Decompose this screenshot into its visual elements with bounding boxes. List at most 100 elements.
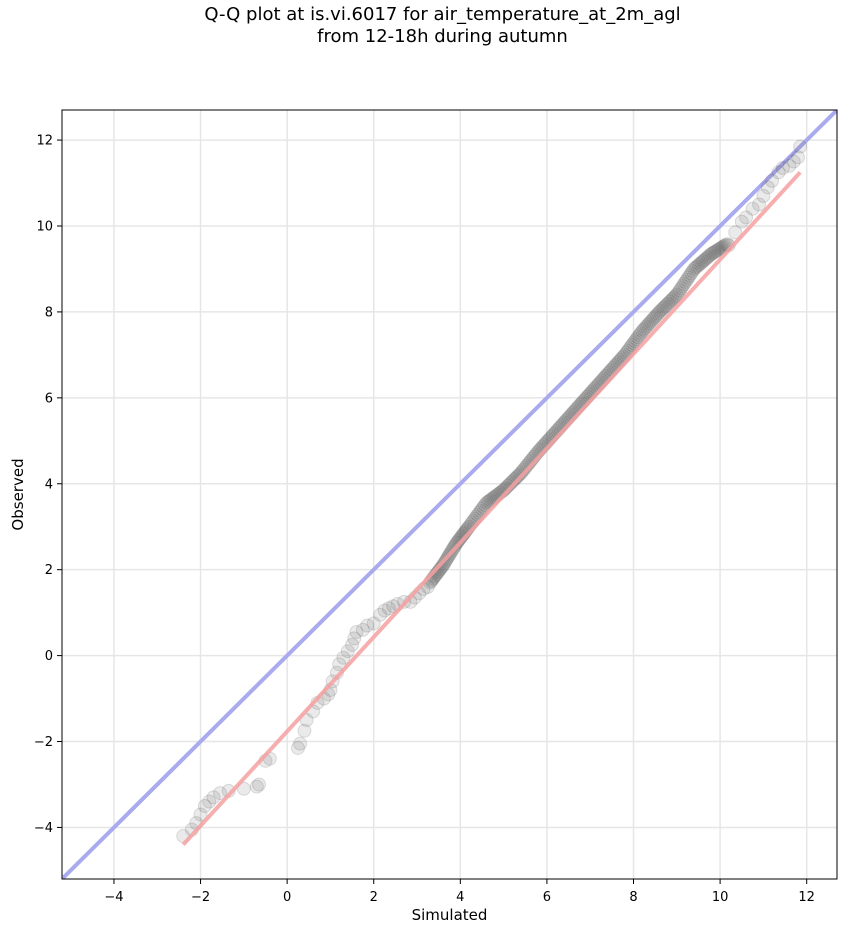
qq-point — [360, 618, 375, 633]
qq-point — [658, 299, 673, 314]
qq-point — [756, 188, 771, 203]
data-points — [176, 139, 808, 844]
qq-point — [638, 321, 653, 336]
qq-point — [700, 250, 715, 265]
qq-point — [775, 160, 790, 175]
qq-point — [698, 251, 713, 266]
qq-point — [692, 256, 707, 271]
qq-point — [639, 319, 654, 334]
y-tick-label: 2 — [45, 563, 53, 578]
qq-point — [347, 631, 362, 646]
qq-point — [251, 777, 266, 792]
qq-point — [482, 493, 497, 508]
qq-point — [648, 309, 663, 324]
qq-point — [629, 332, 644, 347]
qq-point — [477, 498, 492, 513]
qq-point — [659, 297, 674, 312]
qq-point — [672, 283, 687, 298]
qq-point — [711, 242, 726, 257]
y-tick-label: 4 — [45, 477, 53, 492]
grid — [62, 110, 837, 879]
chart-title: Q-Q plot at is.vi.6017 for air_temperatu… — [0, 4, 845, 48]
x-axis-label: Simulated — [412, 906, 488, 924]
qq-point — [674, 281, 689, 296]
qq-point — [734, 214, 749, 229]
y-tick-label: 8 — [45, 305, 53, 320]
qq-point — [739, 210, 754, 225]
qq-point — [701, 249, 716, 264]
qq-point — [687, 261, 702, 276]
qq-point — [193, 807, 208, 822]
qq-point — [448, 536, 463, 551]
qq-point — [336, 650, 351, 665]
axis-ticks: −4 −2 0 2 4 6 8 10 12 −4 −2 0 2 4 6 8 10 12 — [34, 134, 815, 905]
qq-point — [626, 336, 641, 351]
qq-point — [685, 264, 700, 279]
qq-point — [206, 790, 221, 805]
qq-point — [666, 290, 681, 305]
qq-point — [671, 285, 686, 300]
chart-title-line-1: Q-Q plot at is.vi.6017 for air_temperatu… — [204, 4, 681, 25]
qq-point — [202, 794, 217, 809]
qq-point — [675, 279, 690, 294]
qq-point — [662, 294, 677, 309]
qq-point — [381, 601, 396, 616]
fit-line-layer — [181, 170, 802, 846]
x-tick-label: 4 — [456, 890, 464, 905]
qq-point — [752, 197, 767, 212]
qq-point — [677, 276, 692, 291]
qq-point — [665, 292, 680, 307]
qq-point — [771, 165, 786, 180]
qq-point — [652, 304, 667, 319]
qq-point — [728, 225, 743, 240]
qq-point — [636, 322, 651, 337]
qq-point — [678, 274, 693, 289]
qq-point — [623, 340, 638, 355]
y-tick-label: 6 — [45, 391, 53, 406]
qq-point — [625, 338, 640, 353]
qq-point — [661, 296, 676, 311]
y-axis-label: Observed — [9, 458, 27, 530]
plot-frame — [61, 109, 838, 880]
qq-point — [649, 308, 664, 323]
y-tick-label: 10 — [36, 219, 53, 234]
qq-point — [682, 268, 697, 283]
qq-point — [668, 289, 683, 304]
qq-point — [697, 253, 712, 268]
qq-point — [213, 786, 228, 801]
qq-point — [713, 241, 728, 256]
y-tick-label: −2 — [34, 735, 53, 750]
qq-point — [474, 501, 489, 516]
qq-point — [782, 158, 797, 173]
x-tick-label: 10 — [712, 890, 729, 905]
qq-point — [705, 246, 720, 261]
qq-point — [642, 316, 657, 331]
qq-point — [645, 312, 660, 327]
qq-point — [694, 255, 709, 270]
qq-point — [745, 201, 760, 216]
qq-point — [349, 624, 364, 639]
qq-point — [297, 723, 312, 738]
qq-point — [249, 779, 264, 794]
identity-line — [62, 110, 837, 879]
qq-point — [786, 154, 801, 169]
x-tick-label: 8 — [629, 890, 637, 905]
chart-title-line-2: from 12-18h during autumn — [317, 26, 568, 47]
qq-point — [793, 139, 808, 154]
qq-point — [714, 240, 729, 255]
qq-point — [480, 495, 495, 510]
qq-point — [633, 326, 648, 341]
x-tick-label: −2 — [191, 890, 210, 905]
qq-point — [627, 334, 642, 349]
qq-point — [345, 637, 360, 652]
qq-point — [476, 500, 491, 515]
qq-point — [669, 287, 684, 302]
fit-line — [181, 170, 802, 846]
qq-point — [688, 260, 703, 275]
qq-point — [332, 657, 347, 672]
qq-point — [643, 314, 658, 329]
qq-point — [290, 740, 305, 755]
qq-point — [664, 293, 679, 308]
qq-point — [630, 330, 645, 345]
